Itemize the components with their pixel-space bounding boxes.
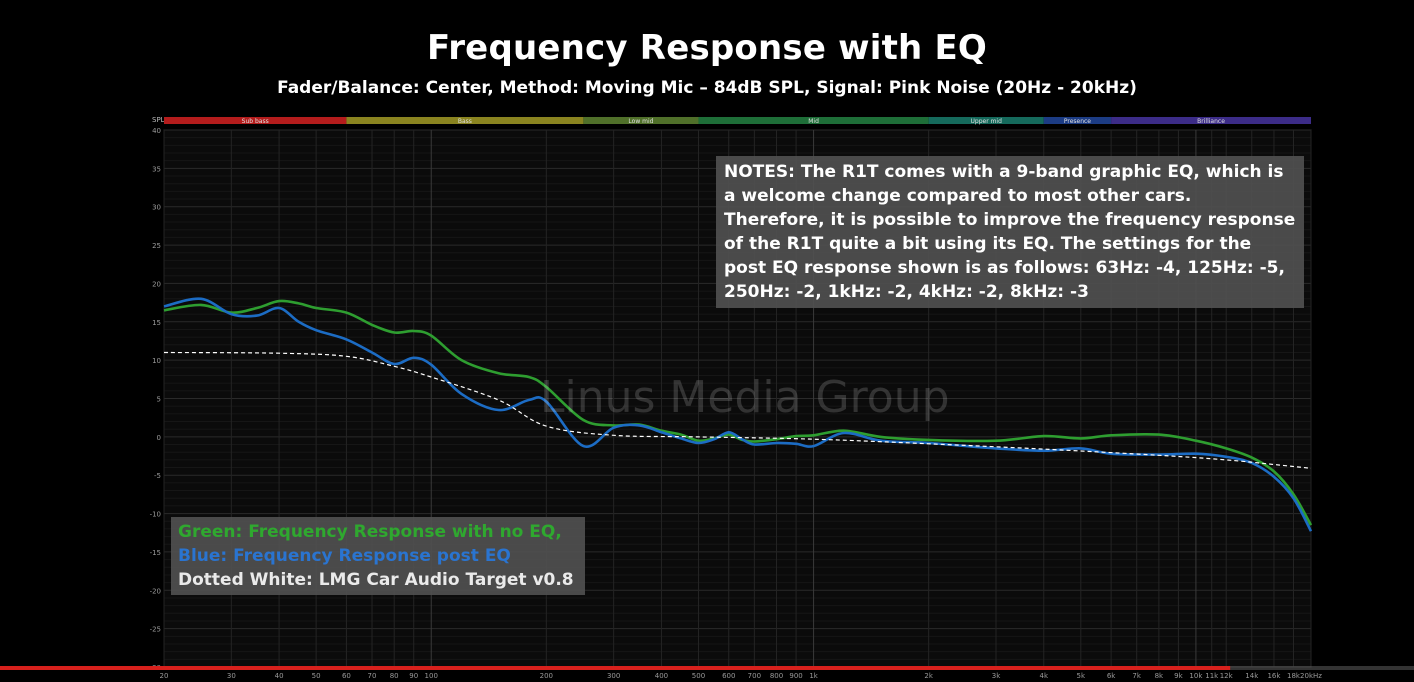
x-tick-label: 60 xyxy=(342,672,351,680)
x-tick-label: 200 xyxy=(540,672,553,680)
y-tick-label: -20 xyxy=(150,587,161,595)
x-tick-label: 600 xyxy=(722,672,735,680)
band-segment xyxy=(583,117,699,124)
y-tick-label: 30 xyxy=(152,204,161,212)
x-tick-label: 18k xyxy=(1287,672,1301,680)
x-tick-label: 90 xyxy=(409,672,418,680)
x-tick-label: 20kHz xyxy=(1300,672,1322,680)
x-tick-label: 30 xyxy=(227,672,236,680)
band-segment xyxy=(164,117,347,124)
x-tick-label: 7k xyxy=(1132,672,1141,680)
chart-subtitle: Fader/Balance: Center, Method: Moving Mi… xyxy=(277,78,1137,98)
x-tick-label: 800 xyxy=(770,672,783,680)
x-tick-label: 20 xyxy=(160,672,169,680)
band-label: Sub bass xyxy=(242,118,269,125)
band-segment xyxy=(1043,117,1112,124)
band-segment xyxy=(1111,117,1311,124)
x-tick-label: 3k xyxy=(992,672,1001,680)
y-tick-label: 5 xyxy=(157,396,161,404)
x-tick-label: 6k xyxy=(1107,672,1116,680)
x-tick-label: 100 xyxy=(425,672,438,680)
y-tick-label: 40 xyxy=(152,127,161,135)
band-label: Brilliance xyxy=(1197,118,1225,125)
y-tick-label: 20 xyxy=(152,280,161,288)
legend-white: Dotted White: LMG Car Audio Target v0.8 xyxy=(178,570,574,590)
x-tick-label: 500 xyxy=(692,672,705,680)
x-tick-label: 12k xyxy=(1220,672,1234,680)
y-tick-label: 0 xyxy=(157,434,161,442)
x-tick-label: 400 xyxy=(655,672,668,680)
progress-fill xyxy=(0,666,1231,670)
band-segment xyxy=(928,117,1044,124)
y-tick-label: 10 xyxy=(152,357,161,365)
y-tick-label: 25 xyxy=(152,242,161,250)
band-label: Upper mid xyxy=(971,118,1003,125)
x-tick-label: 900 xyxy=(789,672,802,680)
y-tick-label: -15 xyxy=(150,549,161,557)
x-tick-label: 700 xyxy=(748,672,761,680)
x-tick-label: 10k xyxy=(1189,672,1203,680)
series-line-target xyxy=(163,351,1312,469)
x-tick-label: 300 xyxy=(607,672,620,680)
y-axis-label: SPL xyxy=(152,116,165,124)
legend-blue: Blue: Frequency Response post EQ xyxy=(178,546,511,566)
band-label: Bass xyxy=(458,118,472,125)
band-segment xyxy=(346,117,584,124)
x-tick-label: 2k xyxy=(924,672,933,680)
x-tick-label: 40 xyxy=(275,672,284,680)
x-tick-label: 8k xyxy=(1155,672,1164,680)
y-tick-label: 15 xyxy=(152,319,161,327)
y-tick-label: 35 xyxy=(152,165,161,173)
y-tick-label: -25 xyxy=(150,626,161,634)
x-tick-label: 5k xyxy=(1077,672,1086,680)
x-tick-label: 9k xyxy=(1174,672,1183,680)
y-tick-label: -10 xyxy=(150,511,161,519)
x-tick-label: 70 xyxy=(368,672,377,680)
x-tick-label: 80 xyxy=(390,672,399,680)
x-tick-label: 50 xyxy=(312,672,321,680)
band-label: Mid xyxy=(808,118,819,125)
x-tick-label: 14k xyxy=(1245,672,1259,680)
series-line-post-eq xyxy=(163,297,1313,532)
x-tick-label: 16k xyxy=(1267,672,1281,680)
band-label: Low mid xyxy=(628,118,653,125)
band-label: Presence xyxy=(1064,118,1091,125)
y-tick-label: -5 xyxy=(154,472,161,480)
x-tick-label: 1k xyxy=(809,672,818,680)
series-line-no-eq xyxy=(163,299,1313,526)
x-tick-label: 4k xyxy=(1040,672,1049,680)
legend-box: Green: Frequency Response with no EQ, Bl… xyxy=(171,517,585,595)
band-segment xyxy=(698,117,929,124)
watermark: Linus Media Group xyxy=(540,372,950,423)
x-tick-label: 11k xyxy=(1205,672,1219,680)
legend-green: Green: Frequency Response with no EQ, xyxy=(178,522,562,542)
chart-title: Frequency Response with EQ xyxy=(426,28,988,68)
notes-box: NOTES: The R1T comes with a 9-band graph… xyxy=(716,156,1304,308)
